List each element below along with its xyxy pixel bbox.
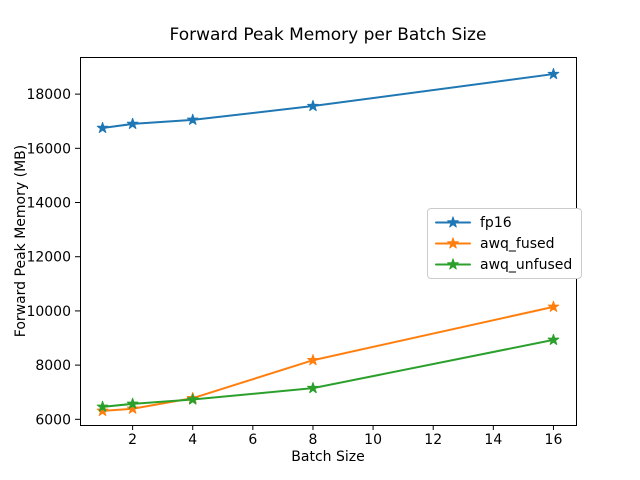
legend-star-marker [447,216,459,228]
data-point-marker-awq_fused [96,404,109,416]
x-tick-label: 10 [364,432,382,448]
data-point-marker-awq_unfused [126,397,139,409]
y-tick-label: 10000 [26,304,71,320]
y-tick-label: 12000 [26,250,71,266]
data-point-marker-awq_unfused [96,400,109,412]
data-point-marker-fp16 [307,99,319,112]
x-tick-label: 2 [128,432,137,448]
chart-title: Forward Peak Memory per Batch Size [169,25,487,45]
legend-star-marker [447,258,459,270]
y-axis-label: Forward Peak Memory (MB) [13,144,29,338]
legend-label: awq_unfused [480,256,573,273]
y-tick-label: 16000 [26,141,71,157]
x-tick-label: 14 [484,432,502,448]
legend-item-fp16: fp16 [435,212,572,233]
data-point-marker-awq_fused [307,354,319,366]
x-tick-label: 4 [188,432,197,448]
y-tick-label: 6000 [35,412,71,428]
data-point-marker-fp16 [186,113,199,125]
legend-line-sample-fp16 [435,216,471,228]
legend-item-awq_fused: awq_fused [435,233,572,254]
x-tick-label: 8 [309,432,318,448]
y-tick-label: 14000 [26,196,71,212]
series-line-awq_fused [101,305,555,412]
y-tick-label: 18000 [26,87,71,103]
legend-star-marker [447,237,459,249]
x-tick-label: 12 [424,432,442,448]
data-point-marker-awq_unfused [307,382,319,394]
legend-line-sample-awq_fused [435,237,471,249]
legend-item-awq_unfused: awq_unfused [435,254,572,275]
series-line-fp16 [101,73,555,129]
data-point-marker-awq_fused [547,300,560,312]
data-point-marker-awq_unfused [186,393,199,405]
data-point-marker-fp16 [96,121,109,134]
legend: fp16 awq_fused awq_unfused [427,208,583,279]
data-point-marker-awq_unfused [547,333,560,345]
series-line-awq_unfused [101,338,555,408]
legend-line-sample-awq_unfused [435,258,471,270]
legend-label: awq_fused [480,235,555,252]
data-point-marker-awq_fused [126,402,139,414]
data-point-marker-fp16 [126,117,139,129]
x-tick-label: 6 [248,432,257,448]
legend-label: fp16 [480,214,512,231]
x-axis-label: Batch Size [291,449,365,465]
data-point-marker-fp16 [547,67,560,80]
y-tick-label: 8000 [35,358,71,374]
x-tick-label: 16 [545,432,563,448]
